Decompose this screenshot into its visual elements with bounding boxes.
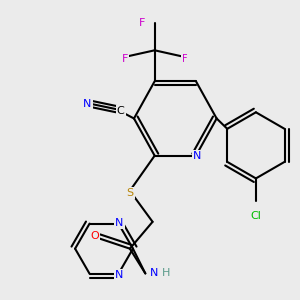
- Text: N: N: [193, 151, 201, 161]
- Text: F: F: [139, 18, 146, 28]
- Text: S: S: [126, 188, 134, 198]
- Text: Cl: Cl: [250, 211, 261, 220]
- Text: H: H: [162, 268, 170, 278]
- Text: N: N: [83, 99, 92, 109]
- Text: C: C: [117, 106, 124, 116]
- Text: O: O: [90, 231, 99, 241]
- Text: F: F: [122, 54, 128, 64]
- Text: N: N: [149, 268, 158, 278]
- Text: N: N: [115, 270, 124, 280]
- Text: N: N: [115, 218, 124, 228]
- Text: F: F: [182, 54, 188, 64]
